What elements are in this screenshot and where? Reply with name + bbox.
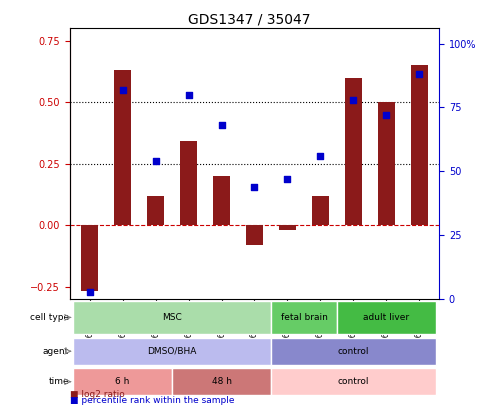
Bar <box>312 196 329 225</box>
Text: adult liver: adult liver <box>363 313 410 322</box>
Text: agent: agent <box>43 347 69 356</box>
Bar <box>246 225 263 245</box>
FancyBboxPatch shape <box>73 337 271 365</box>
Bar <box>147 196 164 225</box>
Bar <box>213 176 230 225</box>
Text: DMSO/BHA: DMSO/BHA <box>147 347 197 356</box>
FancyBboxPatch shape <box>337 301 436 334</box>
Point <box>152 158 160 164</box>
Bar <box>411 65 428 225</box>
Point <box>283 176 291 182</box>
FancyBboxPatch shape <box>172 368 271 395</box>
Bar <box>378 102 395 225</box>
Text: cell type: cell type <box>30 313 69 322</box>
Text: fetal brain: fetal brain <box>280 313 327 322</box>
FancyBboxPatch shape <box>73 368 172 395</box>
Point <box>415 71 423 77</box>
Bar <box>114 70 131 225</box>
Text: 48 h: 48 h <box>212 377 232 386</box>
Text: 6 h: 6 h <box>115 377 130 386</box>
Text: control: control <box>338 377 369 386</box>
Point <box>250 183 258 190</box>
FancyBboxPatch shape <box>271 301 337 334</box>
Bar <box>180 141 197 225</box>
Point <box>119 86 127 93</box>
Point <box>349 96 357 103</box>
Text: time: time <box>48 377 69 386</box>
FancyBboxPatch shape <box>271 337 436 365</box>
Text: ■ percentile rank within the sample: ■ percentile rank within the sample <box>70 396 235 405</box>
Bar <box>279 225 296 230</box>
Text: ■ log2 ratio: ■ log2 ratio <box>70 390 125 399</box>
Point <box>316 153 324 159</box>
Text: GDS1347 / 35047: GDS1347 / 35047 <box>188 12 311 26</box>
Point <box>86 289 94 296</box>
FancyBboxPatch shape <box>271 368 436 395</box>
Bar <box>345 77 362 225</box>
FancyBboxPatch shape <box>73 301 271 334</box>
Text: MSC: MSC <box>162 313 182 322</box>
Text: control: control <box>338 347 369 356</box>
Point <box>185 92 193 98</box>
Point <box>382 112 390 118</box>
Bar <box>81 225 98 292</box>
Point <box>218 122 226 128</box>
